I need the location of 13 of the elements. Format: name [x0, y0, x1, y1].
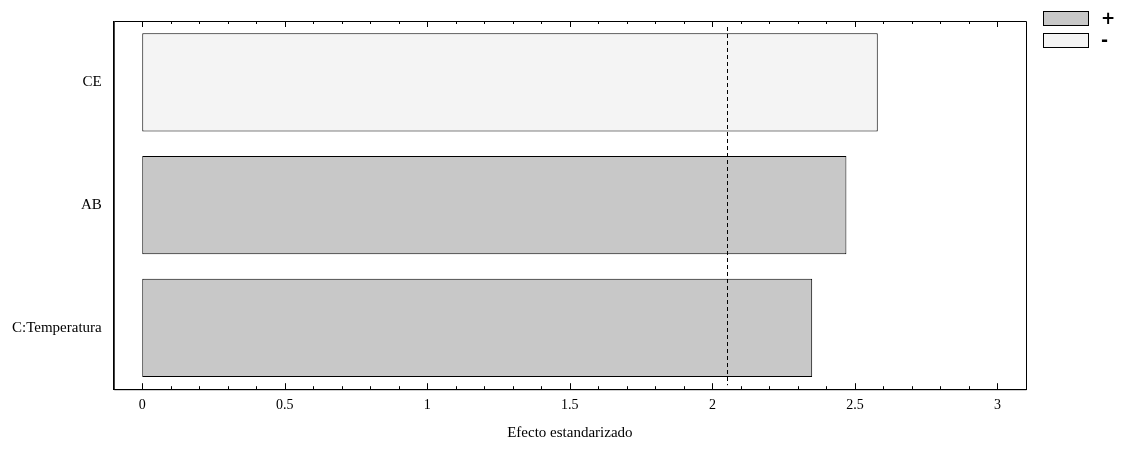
- x-tick-label: 3: [993, 397, 1001, 413]
- legend-label: +: [1101, 8, 1116, 28]
- x-tick-label: 0.5: [276, 397, 294, 413]
- x-axis-title: Efecto estandarizado: [507, 423, 633, 440]
- x-tick-label: 0: [138, 397, 146, 413]
- x-tick-label: 1: [423, 397, 431, 413]
- y-tick-label: AB: [80, 196, 102, 213]
- legend-label: -: [1101, 30, 1109, 50]
- x-tick-label: 1.5: [561, 397, 579, 413]
- x-tick-label: 2: [708, 397, 716, 413]
- y-tick-label: C:Temperatura: [11, 318, 103, 335]
- x-tick-label: 2.5: [846, 397, 864, 413]
- y-tick-label: CE: [82, 73, 102, 90]
